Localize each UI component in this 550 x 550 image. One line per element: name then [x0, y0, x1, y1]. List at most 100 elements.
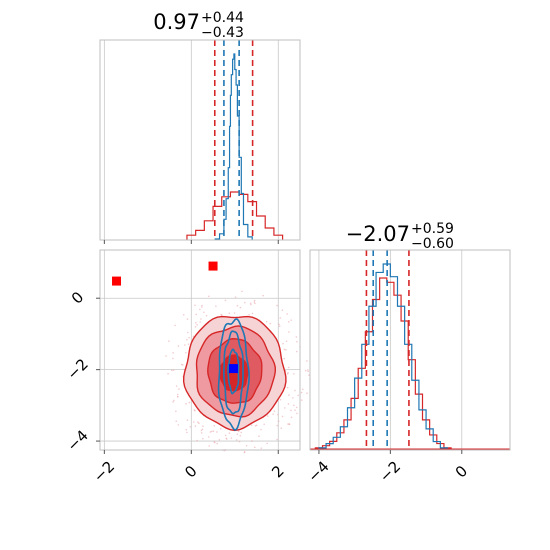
scatter-point: [253, 446, 256, 449]
scatter-point: [177, 345, 180, 347]
scatter-point: [187, 343, 190, 345]
scatter-point: [236, 433, 239, 435]
scatter-point: [283, 357, 286, 360]
scatter-point: [294, 389, 296, 392]
scatter-point: [253, 301, 256, 303]
scatter-point: [237, 430, 240, 433]
scatter-point: [285, 340, 288, 343]
scatter-point: [233, 312, 236, 314]
scatter-point: [172, 369, 175, 371]
scatter-point: [258, 435, 260, 438]
title-upper-error: +0.44: [201, 10, 244, 26]
scatter-point: [187, 331, 189, 334]
scatter-point: [272, 413, 274, 415]
scatter-point: [250, 424, 253, 426]
scatter-point: [287, 423, 289, 425]
scatter-point: [184, 344, 186, 346]
scatter-point: [207, 295, 210, 298]
scatter-point: [228, 312, 231, 315]
scatter-point: [254, 302, 256, 305]
scatter-point: [239, 306, 242, 309]
scatter-point: [186, 318, 189, 320]
scatter-point: [300, 399, 303, 401]
x-tick-label: 2: [268, 462, 287, 481]
scatter-point: [201, 304, 203, 307]
scatter-point: [282, 342, 284, 345]
scatter-point: [235, 439, 238, 441]
quantile-lines: [365, 250, 410, 450]
scatter-point: [174, 324, 176, 327]
scatter-point: [230, 437, 233, 439]
y-tick-label: −4: [63, 427, 91, 455]
scatter-point: [297, 394, 299, 397]
scatter-point: [253, 299, 256, 302]
scatter-point: [234, 296, 237, 298]
blue-contour-level: [227, 348, 240, 395]
scatter-point: [279, 398, 282, 401]
x-tick-label: −2: [90, 457, 118, 485]
scatter-point: [178, 388, 180, 390]
scatter-point: [236, 304, 239, 307]
scatter-point: [243, 451, 246, 454]
red-square-marker: [208, 261, 218, 271]
scatter-point: [172, 357, 174, 360]
scatter-point: [241, 290, 243, 293]
x-tick-labels: −2 0 2: [90, 457, 288, 485]
scatter-point: [176, 393, 179, 396]
scatter-point: [196, 324, 198, 326]
scatter-point: [276, 438, 278, 441]
scatter-point: [249, 302, 252, 305]
scatter-point: [182, 314, 185, 316]
scatter-point: [293, 373, 295, 375]
scatter-point: [238, 440, 241, 443]
scatter-point: [239, 434, 242, 437]
scatter-point: [194, 304, 196, 307]
panel-frame: [309, 249, 511, 451]
scatter-point: [288, 331, 290, 333]
y-tick-labels: 0 −2 −4: [63, 288, 91, 455]
scatter-point: [301, 388, 304, 391]
blue-contours: [217, 318, 250, 431]
scatter-point: [196, 439, 198, 442]
scatter-point: [251, 312, 254, 315]
scatter-point: [205, 314, 208, 317]
tick-marks: [103, 240, 279, 244]
scatter-point: [287, 321, 290, 323]
scatter-point: [200, 429, 203, 432]
x-tick-labels: −4 −2 0: [304, 457, 471, 485]
scatter-point: [188, 401, 191, 404]
scatter-point: [266, 442, 268, 445]
histogram-red-series: [314, 277, 452, 450]
scatter-point: [255, 424, 258, 427]
scatter-point: [171, 369, 173, 372]
scatter-point: [245, 444, 248, 447]
scatter-point: [294, 409, 296, 411]
histogram-panel-param2: −4 −2 0 −2.07 +0.59 −0.60: [304, 221, 511, 486]
scatter-point: [290, 416, 293, 419]
y-tick-label: 0: [68, 288, 87, 307]
scatter-point: [307, 370, 309, 373]
scatter-point: [263, 423, 265, 426]
scatter-point: [286, 386, 289, 389]
scatter-point: [295, 350, 298, 353]
y-tick-label: −2: [63, 355, 91, 383]
scatter-point: [278, 323, 280, 326]
scatter-point: [225, 437, 228, 440]
title-lower-error: −0.43: [201, 25, 244, 41]
scatter-point: [307, 369, 309, 371]
scatter-point: [177, 396, 179, 398]
scatter-point: [203, 311, 205, 314]
scatter-point: [175, 420, 178, 422]
quantile-lines: [213, 40, 254, 240]
grid-lines: [103, 40, 279, 240]
scatter-point: [194, 326, 197, 328]
scatter-point: [185, 403, 187, 405]
scatter-point: [254, 425, 257, 427]
scatter-point: [286, 373, 289, 375]
scatter-point: [188, 336, 190, 339]
scatter-point: [195, 321, 197, 324]
scatter-point: [175, 385, 178, 387]
scatter-point: [285, 349, 287, 351]
scatter-point: [288, 423, 291, 426]
tick-marks: [318, 450, 463, 454]
